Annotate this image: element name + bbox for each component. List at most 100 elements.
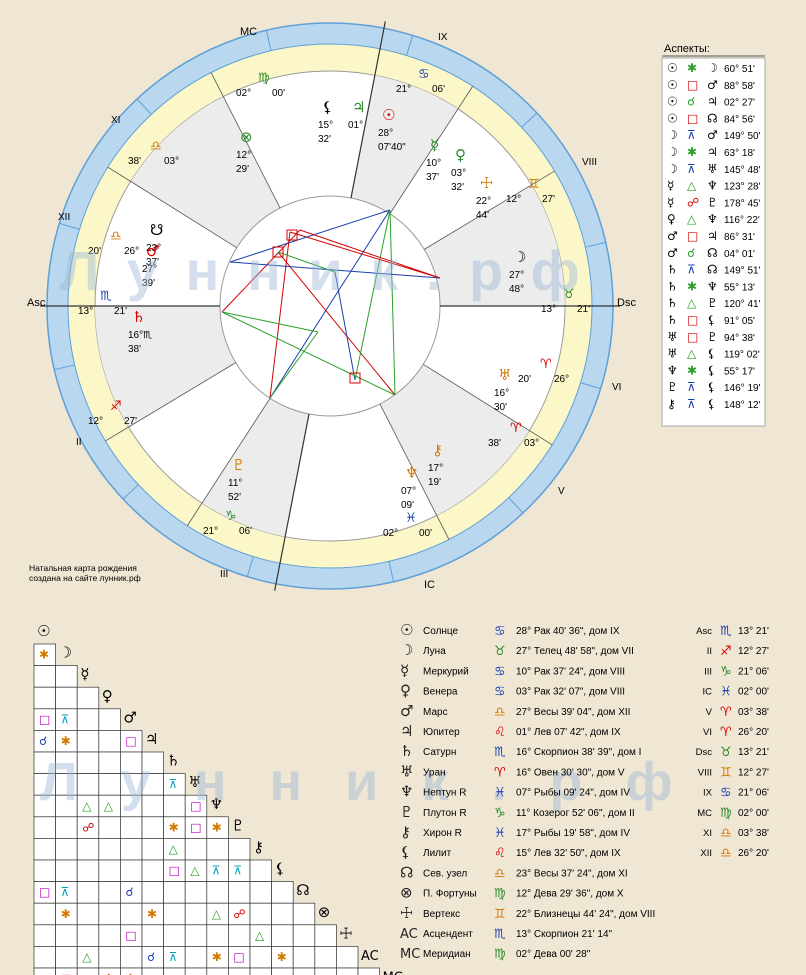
table-house-value: 12° 27' [738,646,769,657]
grid-cell [120,967,143,975]
table-planet-glyph: ⊗ [400,884,413,902]
grid-cell [76,902,100,926]
aspect-planet-2: ☊ [707,111,718,125]
grid-cell [292,902,316,926]
grid-aspect-symbol: ☌ [39,734,47,748]
grid-aspect-symbol: ⊼ [61,885,70,899]
table-house-sign: ♍ [720,806,732,821]
planet-minute: 29' [236,164,249,175]
house-cusp-line [186,398,271,526]
aspect-line [299,229,441,279]
grid-cell [141,967,164,975]
aspect-square-mark [286,229,298,241]
grid-cell [206,881,229,904]
table-sign-glyph: ♊ [494,907,506,922]
table-planet-glyph: ♅ [400,762,413,780]
cusp-minute: 27' [542,194,555,205]
house-sector [350,75,458,214]
aspect-angle: 91° 05' [724,316,755,327]
grid-aspect-symbol: ☌ [147,950,155,964]
grid-aspect-symbol: △ [255,928,265,942]
grid-aspect-symbol: □ [39,885,50,899]
table-house-label: IC [703,687,713,698]
cusp-sign-glyph: ♊ [528,177,540,192]
table-sign-glyph: ♈ [494,765,506,780]
table-planet-position: 17° Рыбы 19' 58", дом IV [516,827,630,839]
aspect-planet-2: ♆ [707,279,718,293]
table-planet-name: Меридиан [423,949,471,960]
house-label-v: V [558,486,565,497]
house-sector [95,306,236,428]
table-planet-name: Сатурн [423,747,456,758]
sign-boundary-tick [580,382,601,390]
aspect-planet-1: ♆ [667,363,678,377]
grid-aspect-symbol: ✱ [125,972,135,975]
table-planet-name: Меркурий [423,666,469,677]
aspect-planet-1: ♂ [667,246,678,260]
planet-degree: 16°♏ [128,330,152,341]
planet-minute: 37' [426,172,439,183]
grid-cell [33,924,56,947]
aspect-symbol: ☍ [687,195,699,209]
planet-glyph: ♆ [405,464,418,482]
table-house-label: XII [700,848,712,859]
table-planet-glyph: ♃ [400,722,413,740]
grid-aspect-symbol: ✱ [212,820,222,834]
aspect-angle: 148° 12' [724,400,761,411]
grid-cell [33,967,56,975]
aspect-line [277,251,396,396]
house-sector [424,184,565,306]
table-house-value: 03° 38' [738,828,769,839]
aspect-angle: 149° 51' [724,266,761,277]
table-house-value: 21° 06' [738,788,769,799]
grid-cell [33,665,56,688]
grid-cell [271,924,294,947]
table-sign-glyph: ♏ [494,927,506,942]
aspect-square-mark [272,246,284,258]
table-planet-position: 16° Скорпион 38' 39", дом I [516,747,641,758]
grid-aspect-symbol: □ [190,820,201,834]
table-planet-position: 12° Дева 29' 36", дом X [516,889,624,900]
grid-cell [163,967,186,975]
planet-minute: 32' [318,134,331,145]
aspect-planet-2: ♇ [707,296,718,310]
table-planet-glyph: ☩ [400,904,413,922]
grid-cell [33,859,56,882]
grid-header-glyph: ♂ [123,708,136,726]
grid-cell [292,946,316,969]
table-planet-name: Асцендент [423,929,473,940]
grid-header-glyph: ⚷ [253,838,264,856]
table-planet-name: Луна [423,646,446,657]
grid-cell [336,946,359,969]
grid-aspect-symbol: △ [82,799,92,813]
grid-cell [120,946,143,969]
cusp-degree: 02° [236,88,251,99]
table-sign-glyph: ♋ [494,624,506,639]
aspect-angle: 146° 19' [724,383,761,394]
grid-cell [249,967,272,975]
table-planet-name: Сев. узел [423,868,467,879]
planet-degree: 03° [451,168,466,179]
cusp-sign-glyph: ♍ [258,71,270,86]
grid-cell [141,838,164,861]
grid-cell [76,838,100,861]
house-sector [130,96,281,248]
grid-header-glyph: ♄ [167,752,180,770]
sign-boundary-tick [388,561,395,582]
planet-marks: ☉28°07'40"♃01°⚸15°32'⊗12°29'☋23°37'♂27°3… [128,98,526,511]
cusp-sign-glyph: ♐ [110,399,122,414]
cusp-degree: 20' [88,246,101,257]
grid-cell [184,967,208,975]
aspect-line [269,331,319,399]
aspect-line [221,311,396,396]
aspect-angle: 63° 18' [724,148,755,159]
aspect-line [334,271,356,381]
sign-boundary-tick [406,35,414,56]
cusp-minute: 03° [524,438,539,449]
aspect-planet-2: ⚸ [707,347,716,361]
table-planet-position: 28° Рак 40' 36", дом IX [516,626,620,637]
aspect-symbol: ☌ [687,246,695,260]
table-sign-glyph: ♓ [494,786,506,801]
grid-cell [249,859,272,882]
